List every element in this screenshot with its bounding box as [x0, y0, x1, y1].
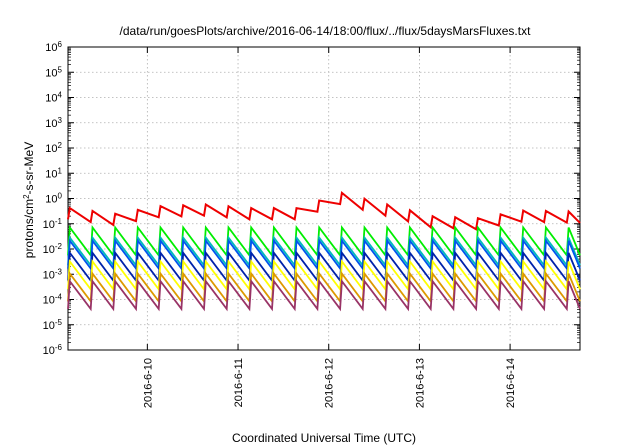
y-axis-label: protons/cm2-s-sr-MeV: [22, 142, 37, 258]
y-tick-label: 10-2: [43, 242, 63, 257]
y-axis-label-rest: -s-sr-MeV: [22, 142, 36, 195]
series-group: [67, 191, 581, 312]
series-line-8: [67, 278, 581, 312]
y-tick-label: 10-5: [43, 317, 63, 332]
x-tick-label: 2016-6-12: [324, 358, 336, 408]
y-tick-label: 104: [45, 90, 62, 105]
x-axis-label: Coordinated Universal Time (UTC): [232, 431, 416, 445]
y-tick-label: 101: [45, 166, 62, 181]
x-tick-label: 2016-6-10: [142, 358, 154, 408]
y-tick-label: 105: [45, 65, 62, 80]
grid: [68, 47, 580, 350]
y-tick-label: 10-6: [43, 343, 63, 358]
y-tick-label: 100: [45, 191, 62, 206]
y-tick-label: 10-4: [43, 292, 63, 307]
y-axis-label-main: protons/cm: [22, 199, 36, 258]
y-tick-label: 106: [45, 40, 62, 55]
x-tick-label: 2016-6-13: [414, 358, 426, 408]
x-tick-label: 2016-6-14: [505, 358, 517, 408]
y-tick-label: 10-3: [43, 267, 63, 282]
x-axis: 2016-6-10 2016-6-11 2016-6-12 2016-6-13 2016…: [142, 47, 517, 408]
y-tick-label: 102: [45, 141, 62, 156]
y-tick-label: 10-1: [43, 216, 63, 231]
y-axis-label-sup: 2: [22, 194, 31, 199]
chart-title: /data/run/goesPlots/archive/2016-06-14/1…: [120, 24, 532, 38]
x-tick-label: 2016-6-11: [233, 358, 245, 407]
y-tick-label: 103: [45, 115, 62, 130]
series-line-1: [67, 191, 581, 231]
